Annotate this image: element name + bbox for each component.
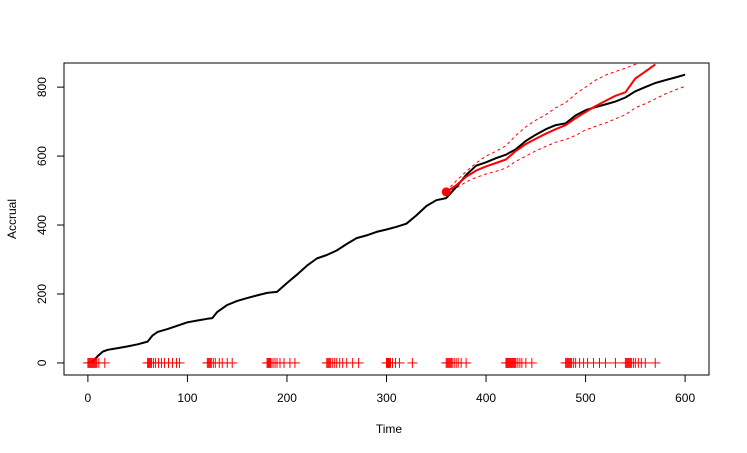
event-marker xyxy=(289,357,300,368)
event-marker xyxy=(174,357,185,368)
event-marker xyxy=(650,357,661,368)
event-marker xyxy=(461,357,472,368)
x-axis-title: Time xyxy=(376,422,403,436)
event-marker xyxy=(394,357,405,368)
x-tick-label: 200 xyxy=(277,391,297,405)
event-marker xyxy=(640,357,651,368)
event-marker xyxy=(407,357,418,368)
series-line-upper-bound xyxy=(445,63,640,192)
plot-frame xyxy=(63,62,710,376)
series-line-observed xyxy=(87,73,686,364)
x-tick-label: 400 xyxy=(476,391,496,405)
y-tick-label: 200 xyxy=(35,284,49,304)
event-marker xyxy=(526,357,537,368)
x-tick-label: 500 xyxy=(576,391,596,405)
x-tick-label: 300 xyxy=(376,391,396,405)
y-axis: 0 200 400 600 800 xyxy=(35,77,65,366)
series-layer xyxy=(87,63,686,364)
y-axis-title: Accrual xyxy=(5,199,19,239)
current-point-layer xyxy=(441,187,451,197)
event-marker xyxy=(99,357,110,368)
y-tick-label: 0 xyxy=(35,359,49,366)
x-tick-label: 100 xyxy=(177,391,197,405)
event-markers xyxy=(82,357,661,368)
y-tick-label: 600 xyxy=(35,146,49,166)
event-marker xyxy=(600,357,611,368)
event-marker xyxy=(610,357,621,368)
series-line-predicted xyxy=(445,63,656,193)
x-tick-label: 0 xyxy=(85,391,92,405)
series-line-lower-bound xyxy=(445,85,686,194)
x-axis: 0 100 200 300 400 500 600 xyxy=(85,374,695,405)
y-tick-label: 400 xyxy=(35,215,49,235)
x-tick-label: 600 xyxy=(675,391,695,405)
event-marker xyxy=(353,357,364,368)
event-marker xyxy=(227,357,238,368)
current-point-marker xyxy=(441,187,451,197)
y-tick-label: 800 xyxy=(35,77,49,97)
